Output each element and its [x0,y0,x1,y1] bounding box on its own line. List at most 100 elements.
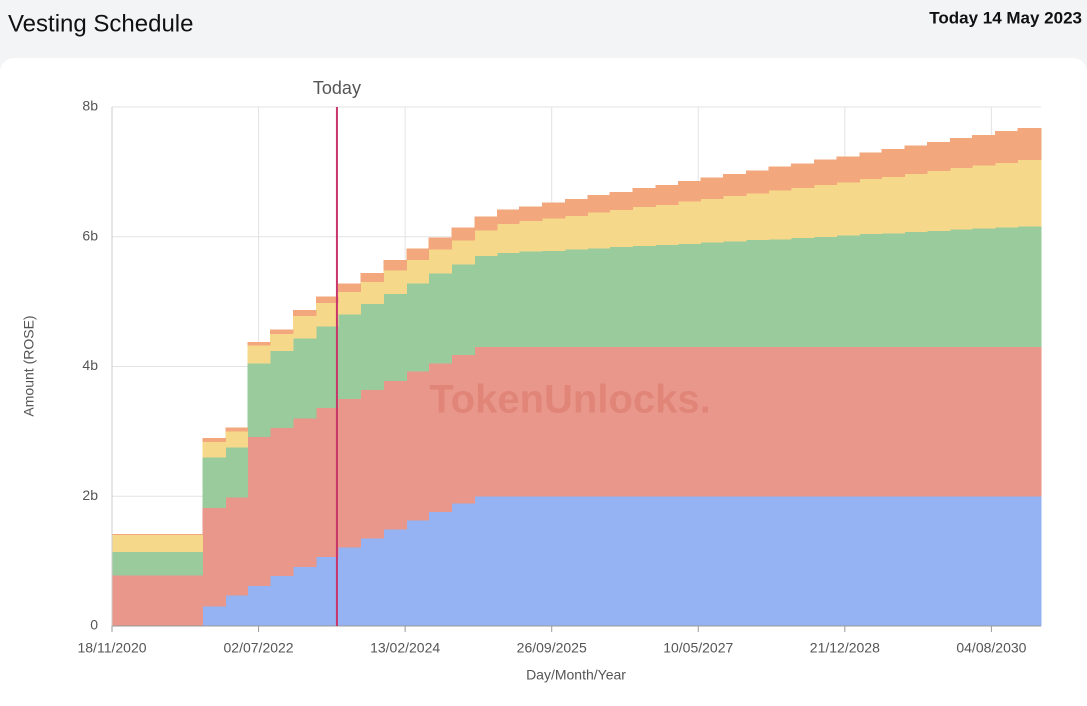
area-step [813,496,838,626]
area-step [519,496,543,626]
area-step [678,201,701,244]
area-step [360,273,385,283]
area-step [655,184,679,205]
area-step [745,239,770,348]
area-step [1017,226,1042,348]
area-step [202,606,226,626]
area-step [768,347,792,497]
area-step [587,496,611,626]
area-step [813,347,838,497]
area-step [360,389,385,539]
area-step [609,191,634,211]
area-step [609,347,634,497]
area-step [1017,347,1042,497]
area-step [655,204,679,246]
plot: 0 2b 4b 6b 8b 18/11/2020 02/07/2022 13/02/2024 2… [77,78,1042,656]
area-step [972,134,996,166]
x-axis-label: Day/Month/Year [526,667,626,683]
area-step [383,380,407,530]
area-step [406,283,430,372]
area-step [632,347,656,497]
area-step [587,212,611,249]
area-step [949,496,973,626]
area-step [927,230,951,348]
area-step [293,566,317,626]
area-step [383,260,407,271]
x-tick-label: 21/12/2028 [810,640,880,656]
area-step [337,547,362,626]
y-tick-label: 6b [82,227,98,243]
area-step [542,251,566,348]
area-step [383,529,407,626]
area-step [836,182,860,236]
area-step [791,347,815,497]
area-step [949,347,973,497]
area-step [202,507,226,607]
area-step [881,177,905,234]
area-step [270,576,294,626]
area-step [474,496,498,626]
area-step [225,431,248,448]
area-step [994,162,1019,228]
area-step [745,170,770,194]
area-step [700,242,724,348]
area-step [360,304,385,390]
area-step [451,240,475,265]
area-step [723,347,747,497]
area-step [337,283,362,292]
area-step [768,496,792,626]
y-tick-label: 8b [82,98,98,114]
y-tick-label: 0 [90,617,98,633]
area-step [564,199,589,216]
area-step [745,347,770,497]
area-step [497,252,520,348]
area-step [337,398,362,548]
area-step [813,159,838,185]
area-step [655,496,679,626]
area-step [406,520,430,626]
area-step [474,216,498,231]
area-step [972,496,996,626]
area-step [927,142,951,172]
area-step [451,503,475,626]
area-step [949,167,973,230]
area-step [1017,127,1042,161]
area-step [678,180,701,202]
area-step [904,496,928,626]
area-step [994,227,1019,348]
area-step [497,496,520,626]
area-step [609,496,634,626]
area-step [337,291,362,315]
area-step [609,210,634,248]
area-step [632,206,656,246]
area-step [315,326,339,409]
area-step [723,195,747,242]
area-step [247,345,271,364]
area-step [587,347,611,497]
area-step [904,173,928,233]
area-step [474,347,498,497]
area-step [859,234,883,348]
area-step [542,496,566,626]
area-step [564,347,589,497]
area-step [225,595,248,626]
area-step [293,338,317,419]
area-step [1017,160,1042,227]
area-step [406,371,430,521]
area-step [247,363,271,438]
area-step [293,418,317,567]
area-step [972,165,996,229]
area-step [927,171,951,231]
area-step [270,329,294,335]
area-step [406,248,430,261]
area-step [225,447,248,498]
area-step [202,457,226,508]
area-step [994,347,1019,497]
area-step [497,223,520,253]
area-step [723,241,747,348]
area-step [994,496,1019,626]
area-step [836,496,860,626]
area-step [564,215,589,250]
area-step [1017,496,1042,626]
area-step [700,177,724,200]
